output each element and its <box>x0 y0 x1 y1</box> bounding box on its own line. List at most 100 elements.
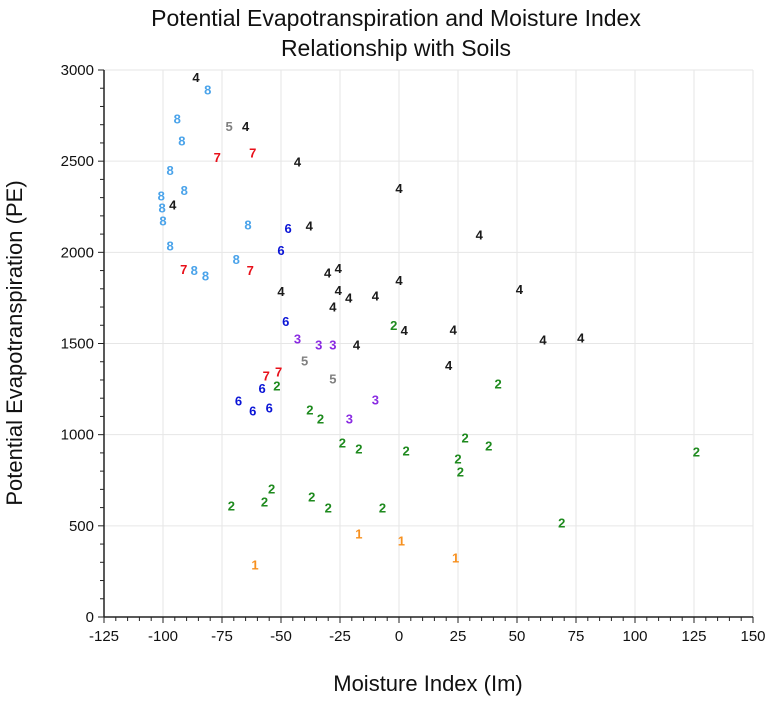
data-point-class-2: 2 <box>228 498 235 513</box>
x-tick-label: -100 <box>148 628 178 645</box>
data-point-class-8: 8 <box>202 269 209 284</box>
data-point-class-2: 2 <box>457 464 464 479</box>
data-point-class-8: 8 <box>166 163 173 178</box>
data-point-class-3: 3 <box>346 412 353 427</box>
data-point-class-2: 2 <box>558 515 565 530</box>
data-point-class-8: 8 <box>158 188 165 203</box>
data-point-class-1: 1 <box>452 550 459 565</box>
data-point-class-2: 2 <box>402 443 409 458</box>
data-point-class-4: 4 <box>395 273 403 288</box>
data-point-class-5: 5 <box>301 353 308 368</box>
y-tick-label: 1500 <box>61 336 94 353</box>
data-point-class-2: 2 <box>693 445 700 460</box>
data-point-class-2: 2 <box>461 430 468 445</box>
data-point-class-1: 1 <box>355 527 362 542</box>
data-point-class-5: 5 <box>225 119 232 134</box>
data-point-class-2: 2 <box>261 495 268 510</box>
data-point-class-4: 4 <box>169 197 177 212</box>
data-point-class-2: 2 <box>325 501 332 516</box>
data-point-class-8: 8 <box>191 263 198 278</box>
data-point-class-8: 8 <box>158 201 165 216</box>
x-axis-label: Moisture Index (Im) <box>333 671 523 696</box>
data-point-class-4: 4 <box>345 290 353 305</box>
data-point-class-4: 4 <box>242 119 250 134</box>
data-point-class-5: 5 <box>329 372 336 387</box>
data-point-class-7: 7 <box>249 146 256 161</box>
data-point-class-4: 4 <box>306 218 314 233</box>
data-point-class-4: 4 <box>577 331 585 346</box>
chart-title-line-1: Potential Evapotranspiration and Moistur… <box>151 5 641 31</box>
data-point-class-2: 2 <box>306 403 313 418</box>
data-point-class-1: 1 <box>251 558 258 573</box>
data-point-class-4: 4 <box>395 181 403 196</box>
data-point-class-4: 4 <box>353 338 361 353</box>
data-point-class-8: 8 <box>204 83 211 98</box>
data-point-class-2: 2 <box>390 318 397 333</box>
data-point-class-7: 7 <box>214 150 221 165</box>
data-point-class-7: 7 <box>180 262 187 277</box>
data-point-class-4: 4 <box>445 358 453 373</box>
x-tick-label: -50 <box>270 628 292 645</box>
y-tick-label: 2000 <box>61 244 94 261</box>
data-point-class-7: 7 <box>263 368 270 383</box>
data-point-class-3: 3 <box>294 331 301 346</box>
data-point-class-2: 2 <box>317 412 324 427</box>
data-point-class-4: 4 <box>516 282 524 297</box>
data-point-class-4: 4 <box>324 265 332 280</box>
data-point-class-1: 1 <box>398 534 405 549</box>
y-tick-label: 0 <box>86 609 94 626</box>
x-tick-label: 0 <box>395 628 403 645</box>
x-tick-label: 25 <box>450 628 467 645</box>
data-point-class-8: 8 <box>159 213 166 228</box>
y-tick-label: 2500 <box>61 153 94 170</box>
data-point-class-8: 8 <box>233 252 240 267</box>
data-point-class-2: 2 <box>273 379 280 394</box>
x-tick-label: 125 <box>681 628 706 645</box>
data-point-class-4: 4 <box>277 284 285 299</box>
data-point-class-2: 2 <box>308 490 315 505</box>
data-point-class-2: 2 <box>268 482 275 497</box>
data-point-class-4: 4 <box>335 261 343 276</box>
data-point-class-4: 4 <box>329 300 337 315</box>
x-tick-label: -25 <box>329 628 351 645</box>
data-point-class-4: 4 <box>372 289 380 304</box>
data-point-class-6: 6 <box>235 393 242 408</box>
data-point-class-3: 3 <box>329 338 336 353</box>
data-point-class-2: 2 <box>339 435 346 450</box>
axes: -125 -100 -75 -50 -25 0 25 50 75 100 125 1500500100… <box>61 62 766 645</box>
x-tick-label: -125 <box>89 628 119 645</box>
y-tick-label: 3000 <box>61 62 94 79</box>
x-tick-label: 150 <box>740 628 765 645</box>
data-point-class-6: 6 <box>249 404 256 419</box>
data-point-class-6: 6 <box>266 401 273 416</box>
data-point-class-4: 4 <box>294 155 302 170</box>
x-tick-label: 50 <box>509 628 526 645</box>
data-point-class-4: 4 <box>476 228 484 243</box>
y-tick-label: 1000 <box>61 427 94 444</box>
data-point-class-8: 8 <box>174 112 181 127</box>
data-point-class-6: 6 <box>284 221 291 236</box>
y-axis-label: Potential Evapotranspiration (PE) <box>2 180 27 505</box>
data-point-class-2: 2 <box>485 439 492 454</box>
data-point-class-8: 8 <box>181 183 188 198</box>
data-point-class-4: 4 <box>192 70 200 85</box>
data-point-class-7: 7 <box>247 263 254 278</box>
y-tick-label: 500 <box>69 518 94 535</box>
data-point-class-8: 8 <box>244 218 251 233</box>
x-tick-label: 100 <box>622 628 647 645</box>
data-point-class-4: 4 <box>401 323 409 338</box>
data-point-class-8: 8 <box>178 134 185 149</box>
chart-title-line-2: Relationship with Soils <box>281 35 511 61</box>
data-point-class-6: 6 <box>277 243 284 258</box>
data-point-class-3: 3 <box>372 393 379 408</box>
data-point-class-4: 4 <box>335 283 343 298</box>
data-point-class-4: 4 <box>539 332 547 347</box>
grid-lines <box>104 69 754 617</box>
data-point-class-2: 2 <box>355 441 362 456</box>
x-tick-label: 75 <box>568 628 585 645</box>
data-point-class-4: 4 <box>450 322 458 337</box>
x-tick-label: -75 <box>211 628 233 645</box>
data-point-class-3: 3 <box>315 338 322 353</box>
